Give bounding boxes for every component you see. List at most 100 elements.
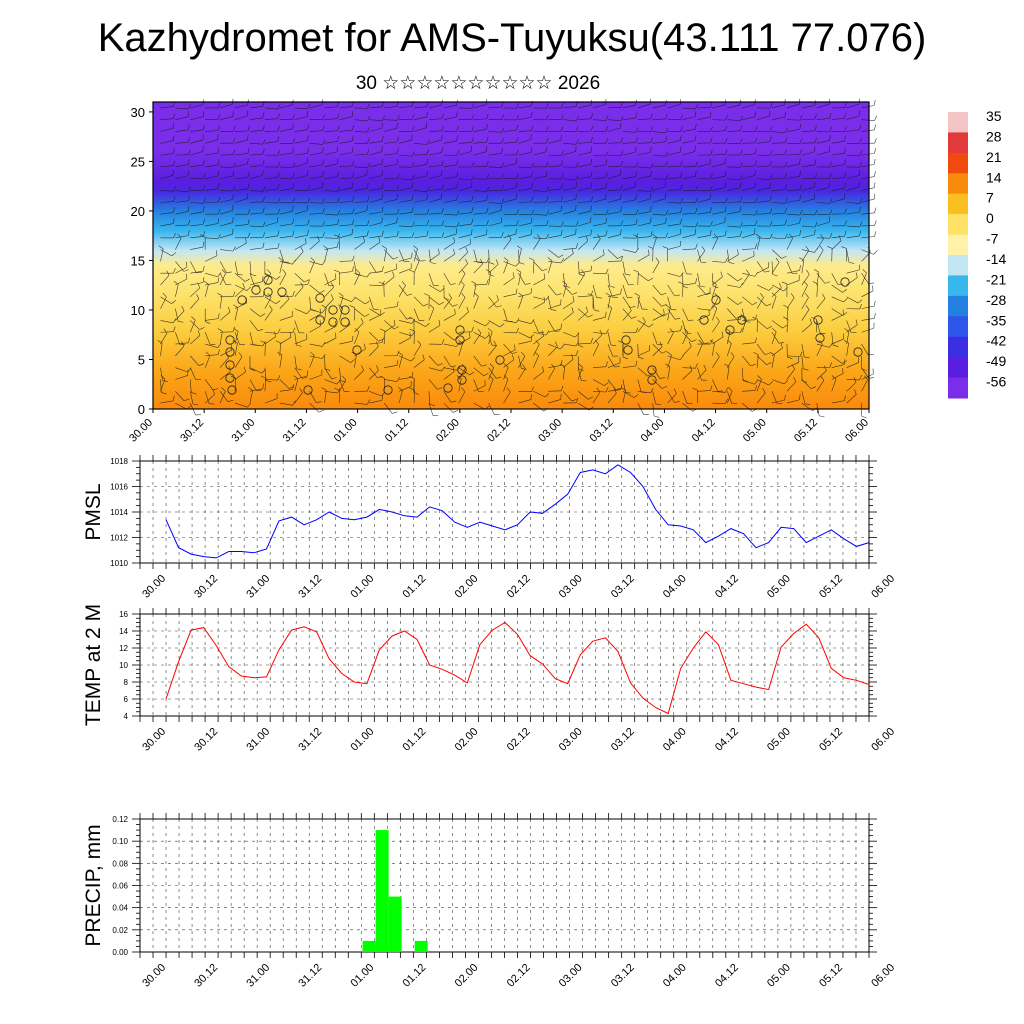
y-tick-label: 0.00: [112, 948, 128, 957]
colorbar-label: -42: [986, 333, 1006, 349]
grid: [139, 460, 870, 564]
colorbar-label: -14: [986, 251, 1006, 267]
colorbar-swatch: [948, 132, 968, 154]
colorbar-label: -56: [986, 374, 1006, 390]
colorbar-swatch: [948, 214, 968, 236]
y-tick-label: 4: [124, 712, 129, 721]
y-tick-label: 5: [138, 352, 145, 367]
y-tick-label: 20: [131, 204, 145, 219]
y-tick-label: 1016: [110, 483, 128, 492]
x-tick-label: 05.00: [765, 962, 793, 990]
x-tick-label: 30.00: [140, 573, 168, 601]
y-axis-label: TEMP at 2 M: [82, 604, 105, 726]
precip-bar: [375, 830, 389, 952]
x-tick-label: 05.12: [817, 726, 845, 754]
y-tick-label: 0.08: [112, 859, 128, 868]
colorbar-swatch: [948, 377, 968, 399]
colorbar: 35 28 21 14 7 0 -7 -14 -21 -28 -35 -42 -49 -56: [948, 108, 1006, 399]
temp-panel: 4 6 8 10 12 14 16 30.00 30.12 31.00 31.12 01.00 01.1…: [82, 604, 897, 754]
grid: [139, 818, 870, 953]
y-tick-label: 8: [124, 678, 129, 687]
x-tick-label: 05.12: [817, 573, 845, 601]
x-tick-label: 30.00: [140, 726, 168, 754]
x-tick-label: 01.00: [332, 417, 360, 445]
colorbar-label: -49: [986, 353, 1006, 369]
colorbar-label: 35: [986, 108, 1002, 124]
x-tick-label: 02.00: [434, 417, 462, 445]
colorbar-swatch: [948, 112, 968, 133]
x-tick-label: 01.00: [348, 726, 376, 754]
y-axis-label: PMSL: [82, 483, 105, 540]
y-tick-label: 10: [131, 303, 145, 318]
y-tick-label: 0.06: [112, 882, 128, 891]
x-tick-label: 05.12: [792, 417, 820, 445]
y-tick-label: 6: [124, 695, 129, 704]
x-tick-label: 02.12: [505, 573, 533, 601]
colorbar-swatch: [948, 152, 968, 174]
x-tick-label: 02.12: [505, 962, 533, 990]
y-tick-label: 10: [119, 661, 128, 670]
colorbar-label: -7: [986, 231, 999, 247]
x-tick-label: 04.00: [661, 962, 689, 990]
series-line: [165, 621, 870, 715]
grid: [139, 613, 870, 717]
x-tick-label: 02.00: [453, 962, 481, 990]
x-tick-label: 06.00: [869, 573, 897, 601]
x-tick-label: 31.00: [244, 726, 272, 754]
colorbar-label: 7: [986, 190, 994, 206]
precip-bar: [362, 940, 376, 952]
y-tick-label: 16: [119, 610, 128, 619]
x-tick-label: 02.00: [453, 573, 481, 601]
series-line: [165, 464, 870, 559]
x-tick-label: 01.12: [401, 573, 429, 601]
x-tick-label: 03.12: [587, 417, 615, 445]
y-tick-label: 0: [138, 402, 145, 417]
x-tick-label: 31.00: [229, 417, 257, 445]
x-tick-label: 04.12: [713, 962, 741, 990]
colorbar-swatch: [948, 173, 968, 195]
x-tick-label: 05.00: [741, 417, 769, 445]
x-tick-label: 01.12: [401, 726, 429, 754]
y-tick-label: 0.10: [112, 837, 128, 846]
y-tick-label: 15: [131, 253, 145, 268]
x-tick-label: 01.00: [348, 962, 376, 990]
precip-bar: [388, 896, 402, 952]
x-tick-label: 30.12: [192, 573, 220, 601]
x-tick-label: 03.00: [557, 962, 585, 990]
colorbar-label: 21: [986, 149, 1002, 165]
x-tick-label: 04.12: [713, 726, 741, 754]
x-tick-label: 02.12: [505, 726, 533, 754]
x-tick-label: 01.12: [401, 962, 429, 990]
chart-title: Kazhydromet for AMS-Tuyuksu(43.111 77.07…: [97, 16, 927, 60]
colorbar-label: 28: [986, 128, 1002, 144]
x-tick-label: 06.00: [869, 726, 897, 754]
chart-subtitle: 30 ☆☆☆☆☆☆☆☆☆☆ 2026: [355, 73, 601, 94]
y-tick-label: 0.04: [112, 904, 128, 913]
precip-panel: 0.00 0.02 0.04 0.06 0.08 0.10 0.12 30.00 30.12 31…: [82, 813, 897, 990]
y-tick-label: 1014: [110, 508, 128, 517]
colorbar-swatch: [948, 295, 968, 317]
x-tick-label: 03.00: [557, 726, 585, 754]
colorbar-label: -28: [986, 292, 1006, 308]
x-tick-label: 03.12: [609, 962, 637, 990]
colorbar-swatch: [948, 336, 968, 358]
colorbar-swatch: [948, 316, 968, 338]
x-tick-label: 04.12: [713, 573, 741, 601]
y-tick-label: 30: [131, 105, 145, 120]
wind-barbs: [157, 98, 878, 419]
x-tick-label: 03.12: [609, 573, 637, 601]
x-tick-label: 01.00: [348, 573, 376, 601]
x-tick-label: 04.00: [661, 726, 689, 754]
precip-bar: [414, 940, 428, 952]
colorbar-swatch: [948, 275, 968, 297]
x-tick-label: 31.12: [296, 962, 324, 990]
x-tick-label: 30.00: [127, 417, 155, 445]
x-tick-label: 05.00: [765, 726, 793, 754]
x-tick-label: 06.00: [869, 962, 897, 990]
x-tick-label: 30.12: [178, 417, 206, 445]
x-tick-label: 30.00: [140, 962, 168, 990]
y-tick-label: 1018: [110, 457, 128, 466]
y-tick-label: 12: [119, 644, 128, 653]
colorbar-label: 14: [986, 169, 1002, 185]
